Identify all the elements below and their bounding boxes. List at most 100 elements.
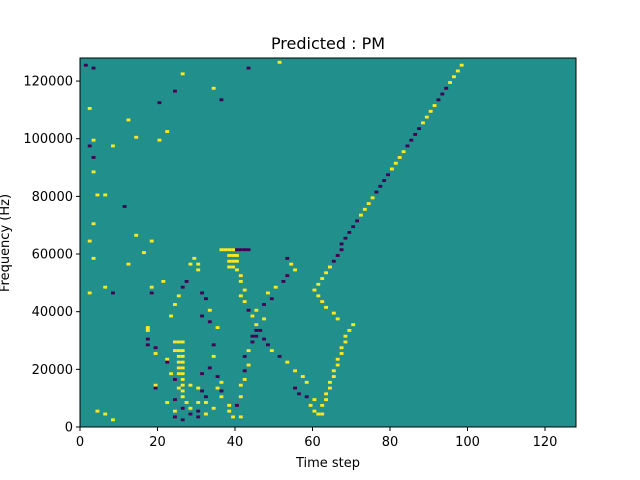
heatmap-cell [153,346,158,350]
y-tick-label: 0 [65,421,73,436]
heatmap-cell [277,60,282,64]
heatmap-cell [246,349,251,353]
heatmap-cell [91,256,96,260]
heatmap-cell [316,412,321,416]
heatmap-cell [184,279,189,283]
heatmap-cell [324,271,328,275]
heatmap-cell [87,107,92,110]
heatmap-cell [324,392,328,396]
heatmap-cell [335,363,340,367]
heatmap-cell [316,282,321,286]
heatmap-cell [196,386,201,390]
heatmap-cell [289,262,294,266]
x-axis: 0 20 40 60 80 100 120 [76,427,557,450]
heatmap-cell [165,357,170,361]
heatmap-cell [238,248,243,252]
heatmap-cell [308,403,313,407]
heatmap-background [80,58,576,427]
heatmap-cell [238,294,243,298]
heatmap-cell [459,63,464,67]
heatmap-cell [87,144,92,148]
heatmap-cell [196,262,201,266]
heatmap-cell [254,328,259,332]
heatmap-cell [91,66,96,70]
heatmap-cell [207,308,212,312]
heatmap-cell [231,265,235,269]
y-tick-label: 20000 [32,363,73,378]
heatmap-cell [405,144,410,148]
heatmap-cell [165,130,170,133]
heatmap-cell [238,415,243,419]
heatmap-cell [87,239,92,243]
heatmap-cell [165,360,170,364]
heatmap-cell [219,395,224,399]
heatmap-cell [196,401,201,404]
heatmap-cell [153,383,158,387]
heatmap-cell [204,401,208,404]
y-tick-label: 80000 [32,190,73,205]
heatmap-cell [250,340,255,344]
heatmap-cell [219,98,224,102]
heatmap-cell [401,150,406,154]
heatmap-cell [250,314,255,318]
x-tick-label: 40 [227,435,244,450]
heatmap-cell [173,409,177,413]
plot-frame [79,57,577,428]
heatmap-cell [378,184,383,188]
heatmap-cell [312,398,317,402]
heatmap-cell [176,372,181,376]
heatmap-cell [188,412,193,416]
heatmap-cell [196,268,201,272]
heatmap-cell [351,225,356,229]
heatmap-cell [126,118,131,122]
heatmap-cell [176,360,181,364]
heatmap-cell [91,138,96,142]
heatmap-cell [335,317,340,321]
heatmap-cell [250,334,255,338]
heatmap-cell [207,366,212,370]
heatmap-cell [227,248,232,252]
heatmap-cell [432,104,437,108]
heatmap-cell [293,386,297,390]
heatmap-cell [95,193,100,197]
heatmap-cell [324,305,328,309]
heatmap-cell [246,66,251,70]
heatmap-cell [180,418,185,422]
heatmap-cell [173,349,177,353]
heatmap-cell [231,415,235,419]
heatmap-cell [262,337,266,341]
heatmap-cell [285,360,290,364]
heatmap-cell [204,412,208,416]
heatmap-cell [452,75,456,79]
heatmap-cell [180,377,185,381]
heatmap-cell [351,323,356,327]
heatmap-cell [328,380,332,384]
heatmap-cell [246,308,251,312]
heatmap-cell [285,274,290,278]
heatmap-cell [262,317,266,321]
heatmap-cell [180,349,185,353]
heatmap-cell [145,343,150,347]
heatmap-cell [269,349,274,353]
heatmap-cell [246,363,251,367]
heatmap-cell [219,389,224,393]
heatmap-cell [347,328,352,332]
heatmap-cell [227,259,232,263]
heatmap-cell [142,251,146,255]
heatmap-cell [176,294,181,298]
heatmap-cell [304,395,309,399]
heatmap-cell [293,369,297,373]
heatmap-cell [409,138,414,142]
heatmap-cell [122,205,127,208]
y-tick-label: 60000 [32,248,73,263]
heatmap-cell [242,288,247,292]
heatmap-cell [235,248,239,252]
heatmap-cell [328,386,332,390]
heatmap-cell [215,386,220,390]
heatmap-cell [91,222,96,226]
heatmap-cell [339,346,344,350]
heatmap-cell [180,360,185,364]
heatmap-cell [374,190,379,194]
y-axis-label: Frequency (Hz) [0,194,13,292]
